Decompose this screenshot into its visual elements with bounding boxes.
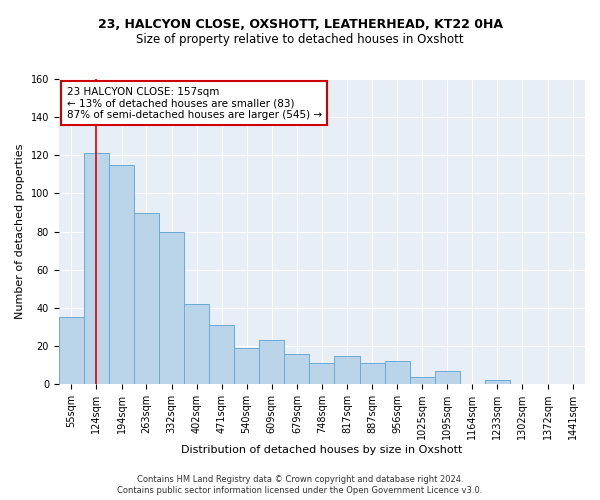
Bar	[84, 154, 109, 384]
Bar	[385, 362, 410, 384]
Bar	[159, 232, 184, 384]
Text: Size of property relative to detached houses in Oxshott: Size of property relative to detached ho…	[136, 32, 464, 46]
Text: 23 HALCYON CLOSE: 157sqm
← 13% of detached houses are smaller (83)
87% of semi-d: 23 HALCYON CLOSE: 157sqm ← 13% of detach…	[67, 86, 322, 120]
Bar	[59, 318, 84, 384]
Bar	[435, 371, 460, 384]
Bar	[410, 376, 435, 384]
X-axis label: Distribution of detached houses by size in Oxshott: Distribution of detached houses by size …	[181, 445, 463, 455]
Bar	[134, 212, 159, 384]
Text: Contains public sector information licensed under the Open Government Licence v3: Contains public sector information licen…	[118, 486, 482, 495]
Bar	[485, 380, 510, 384]
Text: 23, HALCYON CLOSE, OXSHOTT, LEATHERHEAD, KT22 0HA: 23, HALCYON CLOSE, OXSHOTT, LEATHERHEAD,…	[97, 18, 503, 30]
Bar	[234, 348, 259, 384]
Bar	[310, 363, 334, 384]
Bar	[184, 304, 209, 384]
Bar	[284, 354, 310, 384]
Bar	[359, 363, 385, 384]
Bar	[209, 325, 234, 384]
Text: Contains HM Land Registry data © Crown copyright and database right 2024.: Contains HM Land Registry data © Crown c…	[137, 475, 463, 484]
Y-axis label: Number of detached properties: Number of detached properties	[15, 144, 25, 320]
Bar	[334, 356, 359, 384]
Bar	[259, 340, 284, 384]
Bar	[109, 165, 134, 384]
